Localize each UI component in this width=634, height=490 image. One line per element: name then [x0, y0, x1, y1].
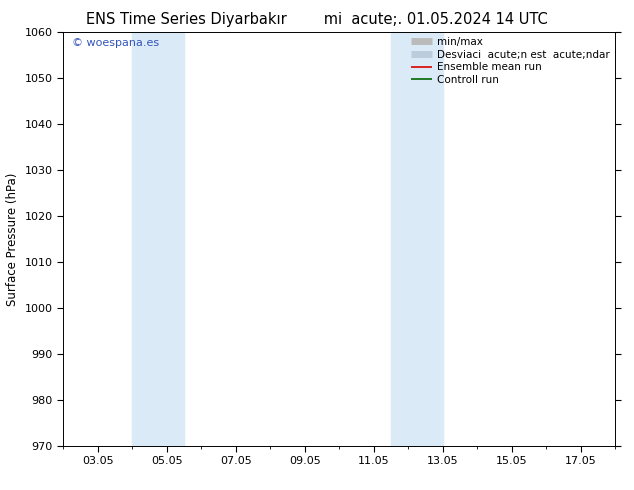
Bar: [133, 32, 184, 446]
Bar: [391, 32, 443, 446]
Y-axis label: Surface Pressure (hPa): Surface Pressure (hPa): [6, 172, 19, 306]
Text: © woespana.es: © woespana.es: [72, 38, 158, 48]
Text: ENS Time Series Diyarbakır        mi  acute;. 01.05.2024 14 UTC: ENS Time Series Diyarbakır mi acute;. 01…: [86, 12, 548, 27]
Legend: min/max, Desviaci  acute;n est  acute;ndar, Ensemble mean run, Controll run: min/max, Desviaci acute;n est acute;ndar…: [411, 37, 610, 85]
